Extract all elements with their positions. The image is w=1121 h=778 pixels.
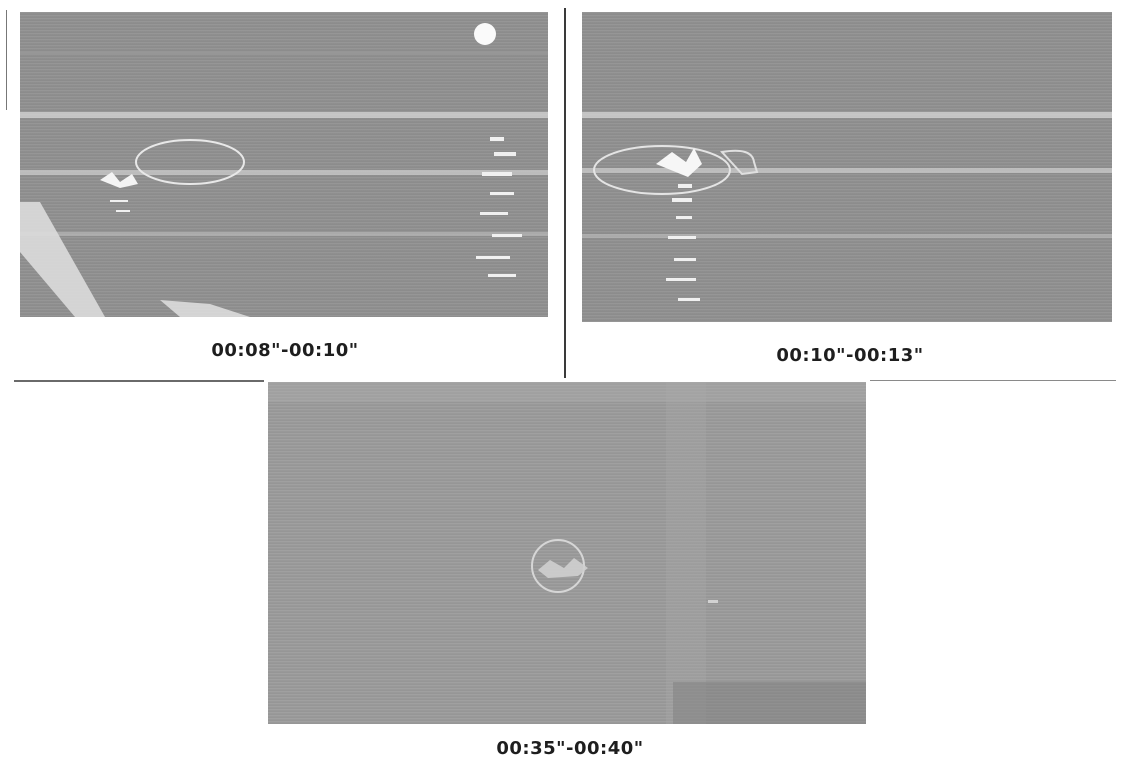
panel-divider-vertical	[564, 8, 566, 378]
video-frame-2	[582, 12, 1112, 322]
frame-2-caption: 00:10"-00:13"	[776, 345, 924, 366]
video-frame-1	[20, 12, 548, 317]
video-frame-3-image	[268, 382, 866, 724]
frame-3-caption: 00:35"-00:40"	[496, 738, 644, 759]
row-divider-left	[14, 380, 264, 382]
video-frame-1-image	[20, 23, 548, 317]
row-divider-right	[870, 380, 1116, 381]
video-frame-2-image	[582, 112, 1112, 301]
frame-1-caption: 00:08"-00:10"	[211, 340, 359, 361]
video-frame-3	[268, 382, 866, 724]
left-border-line	[6, 10, 7, 110]
